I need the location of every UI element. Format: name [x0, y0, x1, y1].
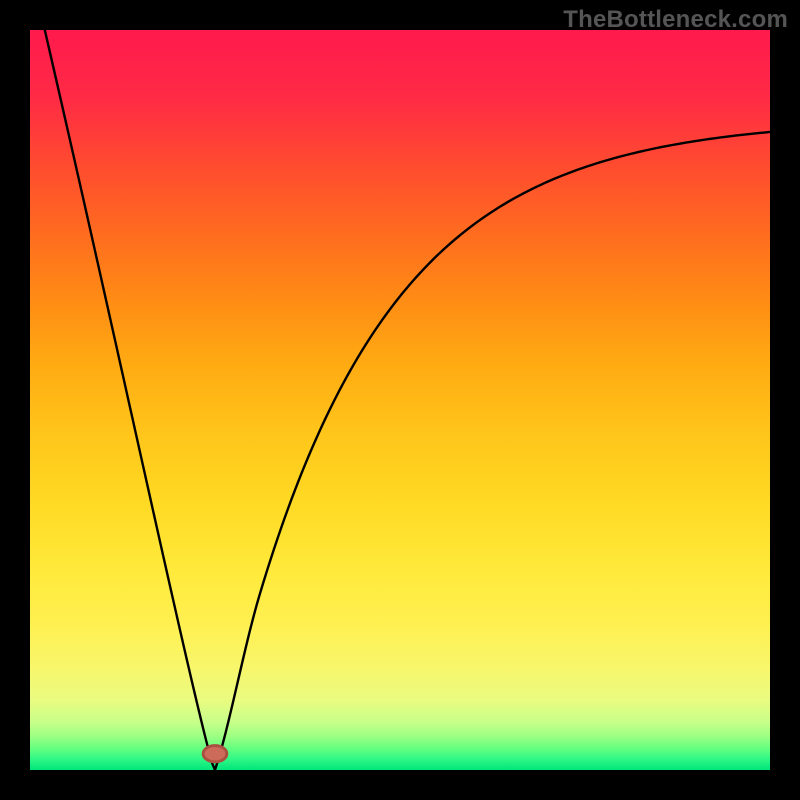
chart-frame: TheBottleneck.com: [0, 0, 800, 800]
vertex-marker: [203, 746, 227, 762]
plot-svg: [30, 30, 770, 770]
gradient-background: [30, 30, 770, 770]
plot-area: [30, 30, 770, 770]
